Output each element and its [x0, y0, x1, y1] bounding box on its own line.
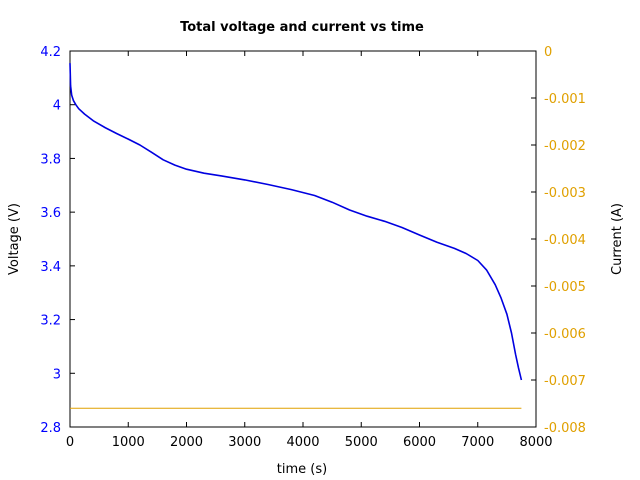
right-y-tick-label: 0	[544, 45, 552, 60]
right-y-axis: -0.008 -0.007 -0.006 -0.005 -0.004 -0.003 -0.0…	[531, 45, 586, 436]
x-tick-label: 1000	[112, 435, 145, 450]
x-tick-label: 4000	[286, 435, 319, 450]
left-y-axis: 2.8 3 3.2 3.4 3.6 3.8 4 4.2	[40, 45, 75, 436]
left-y-tick-label: 3.2	[40, 314, 61, 329]
x-axis-label: time (s)	[277, 462, 327, 477]
x-tick-label: 5000	[345, 435, 378, 450]
right-y-tick-label: -0.004	[544, 233, 586, 248]
x-tick-label: 3000	[228, 435, 261, 450]
x-tick-label: 2000	[170, 435, 203, 450]
right-y-tick-label: -0.003	[544, 186, 586, 201]
right-y-tick-label: -0.002	[544, 139, 586, 154]
right-y-tick-label: -0.005	[544, 280, 586, 295]
left-y-tick-label: 3	[53, 367, 61, 382]
right-y-tick-label: -0.008	[544, 421, 586, 436]
left-y-tick-label: 4.2	[40, 45, 61, 60]
x-tick-label: 8000	[519, 435, 552, 450]
left-y-tick-label: 3.8	[40, 152, 61, 167]
right-y-axis-label: Current (A)	[610, 203, 625, 275]
right-y-tick-label: -0.001	[544, 92, 586, 107]
x-tick-label: 6000	[403, 435, 436, 450]
x-tick-label: 7000	[461, 435, 494, 450]
x-tick-label: 0	[66, 435, 74, 450]
left-y-tick-label: 3.4	[40, 260, 61, 275]
right-y-tick-label: -0.007	[544, 374, 586, 389]
left-y-tick-label: 2.8	[40, 421, 61, 436]
series-layer	[69, 63, 523, 409]
left-y-tick-label: 3.6	[40, 206, 61, 221]
right-y-tick-label: -0.006	[544, 327, 586, 342]
chart-title: Total voltage and current vs time	[180, 20, 424, 35]
left-y-axis-label: Voltage (V)	[7, 203, 22, 275]
plot-frame	[69, 50, 537, 428]
voltage-line	[69, 63, 523, 381]
x-axis: 0 1000 2000 3000 4000 5000 6000 7000 8000	[66, 51, 553, 450]
left-y-tick-label: 4	[53, 99, 61, 114]
